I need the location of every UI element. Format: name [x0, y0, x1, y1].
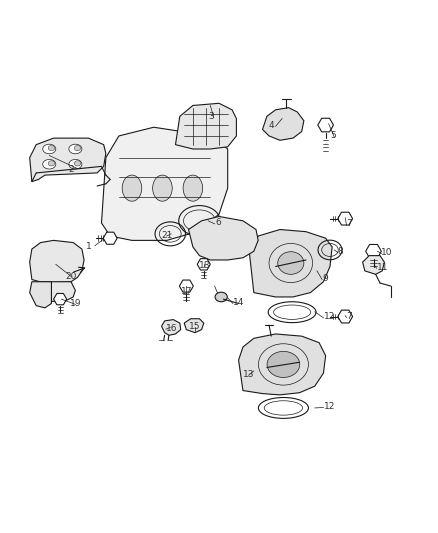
Polygon shape [188, 216, 258, 260]
Polygon shape [30, 240, 84, 283]
Polygon shape [363, 256, 385, 274]
Ellipse shape [69, 159, 82, 169]
Polygon shape [176, 103, 237, 149]
Text: 6: 6 [215, 219, 221, 228]
Text: 9: 9 [322, 274, 328, 283]
Polygon shape [338, 212, 353, 225]
Text: 20: 20 [66, 272, 77, 280]
Polygon shape [53, 294, 67, 305]
Polygon shape [197, 259, 210, 270]
Text: 7: 7 [346, 220, 352, 228]
Text: 7: 7 [346, 312, 352, 321]
Ellipse shape [267, 351, 300, 377]
Polygon shape [39, 282, 75, 301]
Text: 15: 15 [189, 321, 201, 330]
Text: 4: 4 [269, 120, 275, 130]
Text: 17: 17 [181, 287, 192, 296]
Ellipse shape [43, 144, 56, 154]
Text: 19: 19 [70, 299, 81, 308]
Polygon shape [318, 118, 333, 132]
Text: 18: 18 [199, 261, 211, 270]
Ellipse shape [48, 161, 55, 166]
Polygon shape [30, 282, 51, 308]
Ellipse shape [152, 175, 172, 201]
Text: 1: 1 [86, 243, 92, 252]
Text: 12: 12 [323, 312, 335, 321]
Ellipse shape [43, 159, 56, 169]
Polygon shape [239, 334, 325, 395]
Text: 16: 16 [166, 324, 177, 333]
Polygon shape [366, 245, 381, 258]
Text: 8: 8 [338, 247, 343, 256]
Ellipse shape [215, 292, 227, 302]
Ellipse shape [48, 146, 55, 151]
Polygon shape [102, 127, 228, 240]
Text: 2: 2 [69, 165, 74, 174]
Polygon shape [162, 320, 181, 335]
Polygon shape [338, 310, 353, 323]
Ellipse shape [74, 146, 81, 151]
Text: 13: 13 [243, 370, 254, 379]
Polygon shape [250, 230, 332, 297]
Text: 12: 12 [323, 402, 335, 411]
Ellipse shape [122, 175, 142, 201]
Text: 10: 10 [381, 248, 393, 256]
Text: 21: 21 [162, 231, 173, 240]
Polygon shape [30, 138, 106, 182]
Polygon shape [184, 319, 204, 333]
Ellipse shape [69, 144, 82, 154]
Polygon shape [262, 108, 304, 140]
Text: 5: 5 [330, 132, 336, 140]
Polygon shape [180, 280, 193, 292]
Ellipse shape [183, 175, 203, 201]
Text: 3: 3 [208, 112, 214, 121]
Polygon shape [103, 232, 117, 244]
Text: 14: 14 [233, 298, 244, 306]
Ellipse shape [278, 252, 304, 274]
Ellipse shape [74, 161, 81, 166]
Text: 11: 11 [377, 263, 388, 272]
